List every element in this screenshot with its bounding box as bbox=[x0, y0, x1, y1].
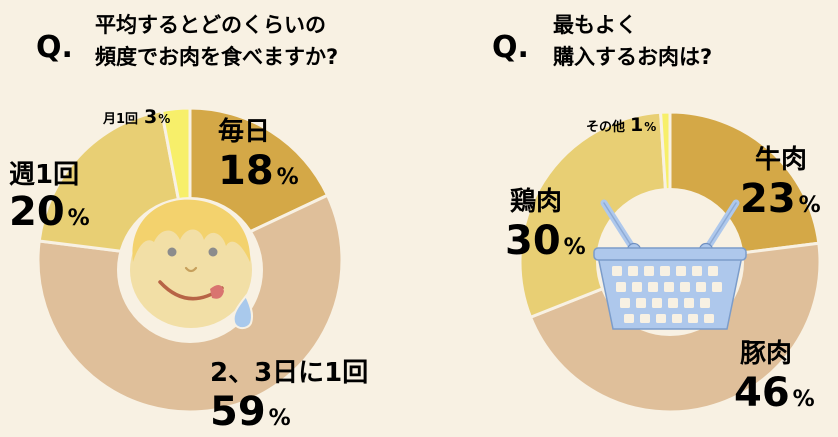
chart-2-title-line-1: 最もよく bbox=[553, 13, 637, 37]
chart-1-value-monthly-unit: % bbox=[158, 112, 170, 126]
licking-lips-face-icon bbox=[117, 197, 263, 343]
chart-2-label-chicken: 鶏肉 bbox=[510, 187, 562, 217]
chart-2-value-beef-number: 23 bbox=[740, 176, 796, 222]
chart-1-title-line-1: 平均するとどのくらいの bbox=[95, 13, 326, 37]
chart-2-label-beef: 牛肉 bbox=[755, 145, 807, 175]
chart-1-value-weekly: 20% bbox=[9, 189, 90, 235]
chart-2-value-pork-unit: % bbox=[793, 387, 815, 412]
chart-2-title-line-2: 購入するお肉は? bbox=[552, 45, 712, 69]
chart-1-value-weekly-number: 20 bbox=[9, 189, 65, 235]
chart-1-value-daily-unit: % bbox=[277, 165, 299, 190]
chart-2-label-pork: 豚肉 bbox=[740, 339, 792, 369]
chart-2: Q. 最もよく 購入するお肉は? bbox=[492, 13, 822, 416]
chart-2-value-beef-unit: % bbox=[799, 193, 821, 218]
chart-2-value-pork-number: 46 bbox=[734, 370, 790, 416]
chart-2-value-chicken: 30% bbox=[505, 218, 586, 264]
chart-2-value-chicken-unit: % bbox=[564, 235, 586, 260]
chart-1-label-every-2-3-days: 2、3日に1回 bbox=[210, 358, 368, 388]
chart-1: Q. 平均するとどのくらいの 頻度でお肉を食べますか? 毎日 18% bbox=[9, 13, 368, 435]
chart-1-value-every-2-3-days-number: 59 bbox=[210, 389, 266, 435]
chart-2-label-other: その他 1% bbox=[586, 114, 656, 136]
chart-2-value-other-number: 1 bbox=[630, 114, 643, 136]
shopping-basket-icon bbox=[593, 188, 747, 336]
chart-1-label-monthly: 月1回 3% bbox=[102, 106, 170, 128]
chart-1-value-monthly-number: 3 bbox=[144, 106, 157, 128]
chart-1-label-daily: 毎日 bbox=[218, 117, 270, 147]
chart-1-value-every-2-3-days-unit: % bbox=[269, 406, 291, 431]
chart-2-value-other-unit: % bbox=[644, 120, 656, 134]
chart-1-label-monthly-text: 月1回 bbox=[102, 112, 138, 127]
chart-1-value-daily-number: 18 bbox=[218, 148, 274, 194]
chart-2-value-chicken-number: 30 bbox=[505, 218, 561, 264]
chart-1-label-weekly: 週1回 bbox=[9, 160, 79, 190]
chart-2-label-other-text: その他 bbox=[586, 119, 625, 135]
chart-1-value-weekly-unit: % bbox=[68, 206, 90, 231]
chart-1-title-line-2: 頻度でお肉を食べますか? bbox=[95, 45, 338, 69]
chart-2-question-mark: Q. bbox=[492, 30, 529, 65]
chart-1-question-mark: Q. bbox=[36, 30, 73, 65]
chart-2-value-pork: 46% bbox=[734, 370, 815, 416]
chart-1-value-every-2-3-days: 59% bbox=[210, 389, 291, 435]
chart-1-value-daily: 18% bbox=[218, 148, 299, 194]
chart-2-value-beef: 23% bbox=[740, 176, 821, 222]
